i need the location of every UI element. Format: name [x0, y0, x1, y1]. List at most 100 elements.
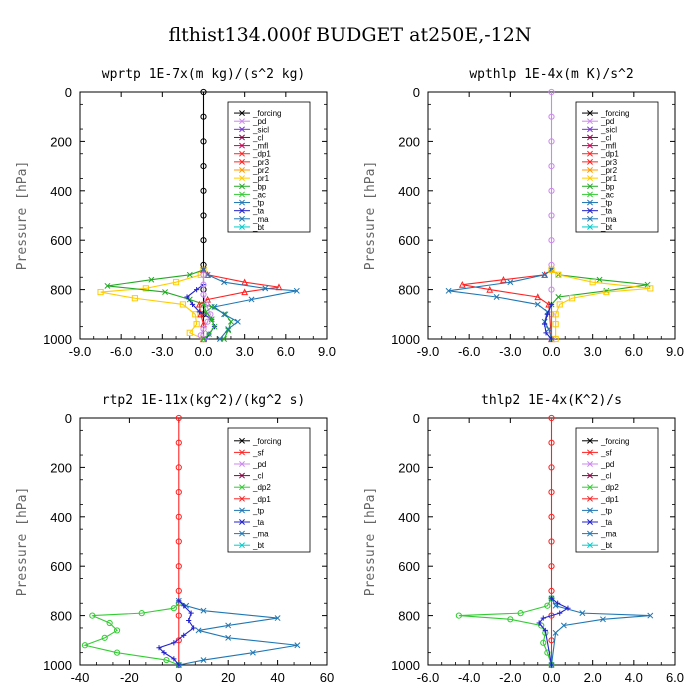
legend-label: _dp1	[252, 495, 271, 504]
series-point	[536, 620, 542, 626]
legend-label: _pd	[600, 460, 614, 469]
series-point	[560, 622, 567, 629]
x-tick-label: -3.0	[151, 344, 173, 359]
series-point	[548, 513, 555, 520]
legend-entry: _ta	[234, 518, 265, 527]
x-tick-label: -40	[71, 670, 90, 685]
legend-label: _pr3	[600, 158, 618, 167]
series-point	[206, 331, 212, 338]
series-point	[555, 271, 562, 278]
legend-marker	[587, 110, 593, 117]
series-point	[175, 414, 182, 422]
y-tick-label: 600	[398, 233, 420, 248]
series-ac	[200, 301, 218, 342]
series-point	[596, 276, 603, 283]
legend-marker	[239, 484, 245, 491]
x-tick-label: -2.0	[499, 670, 521, 685]
series-point	[555, 294, 562, 300]
series-point	[101, 634, 108, 641]
x-tick-label: -20	[120, 670, 139, 685]
legend-entry: _ma	[582, 215, 617, 224]
series-dp1	[81, 600, 182, 669]
series-point	[557, 610, 563, 616]
series-point	[556, 301, 563, 308]
series-ta	[536, 595, 571, 668]
legend-label: _pr1	[252, 174, 270, 183]
series-dp1	[455, 595, 555, 669]
legend-entry: _cl	[234, 472, 263, 481]
x-tick-label: 3.0	[236, 344, 254, 359]
series-line	[203, 269, 297, 340]
series-point	[200, 271, 207, 278]
series-point	[200, 88, 207, 96]
legend-label: _bp	[252, 182, 267, 191]
legend-entry: _sicl	[234, 125, 269, 134]
legend-marker	[239, 191, 245, 198]
panel-title: wprtp 1E-7x(m kg)/(s^2 kg)	[102, 67, 306, 82]
legend-entry: _bt	[234, 223, 265, 232]
legend-marker	[239, 183, 245, 190]
series-point	[184, 294, 190, 300]
legend-label: _sf	[252, 448, 264, 457]
legend-entry: _pd	[234, 460, 266, 469]
series-point	[181, 603, 187, 609]
chart-panel-2: wpthlp 1E-4x(m K)/s^2 Pressure [hPa] -9.0 -…	[363, 67, 684, 359]
x-tick-label: -9.0	[69, 344, 91, 359]
legend-entry: _bp	[582, 182, 615, 191]
legend-label: _cl	[252, 472, 263, 481]
series-point	[225, 622, 232, 629]
legend-label: _ma	[252, 215, 269, 224]
series-point	[552, 629, 559, 636]
y-tick-label: 400	[398, 184, 420, 199]
legend-entry: _tp	[234, 199, 265, 208]
legend-marker	[239, 519, 245, 525]
legend: _forcing _sf _pd _cl _dp2 _dp1 _tp _ta _ma _bt	[227, 427, 311, 553]
series-point	[542, 627, 548, 634]
x-tick-label: 4.0	[625, 670, 643, 685]
series-point	[131, 295, 138, 302]
series-point	[507, 616, 514, 623]
series-point	[188, 610, 194, 616]
legend-marker	[239, 118, 245, 125]
legend-entry: _pr3	[234, 158, 270, 167]
series-point	[170, 605, 177, 612]
series-point	[211, 303, 218, 310]
series-pr1	[548, 266, 654, 343]
legend-marker	[239, 542, 245, 549]
legend: _forcing_pd_sicl_cl_mfl_dp1_pr3_pr2_pr1_…	[575, 101, 659, 233]
legend-marker	[587, 215, 593, 222]
legend-marker	[587, 142, 593, 149]
legend-label: _tp	[600, 506, 613, 515]
legend-marker	[587, 134, 593, 141]
legend-marker	[239, 449, 245, 456]
series-point	[195, 300, 203, 308]
series-point	[203, 308, 210, 315]
legend-entry: _bt	[582, 223, 613, 232]
legend-entry: _cl	[582, 472, 611, 481]
legend-marker	[587, 191, 593, 198]
x-tick-label: 6.0	[625, 344, 643, 359]
series-point	[541, 271, 548, 278]
legend-label: _bp	[600, 182, 615, 191]
y-tick-label: 800	[50, 609, 72, 624]
legend-marker	[239, 207, 245, 214]
series-bp	[104, 266, 234, 342]
y-tick-label: 800	[398, 609, 420, 624]
legend-entry: _dp1	[582, 150, 619, 159]
series-point	[445, 287, 452, 294]
x-tick-label: 2.0	[584, 670, 602, 685]
series-point	[225, 634, 232, 641]
series-point	[208, 316, 215, 323]
y-tick-label: 1000	[43, 332, 72, 347]
legend-label: _dp2	[600, 483, 619, 492]
series-point	[196, 309, 202, 315]
series-point	[186, 329, 193, 336]
legend-box	[227, 427, 311, 553]
x-tick-label: -6.0	[110, 344, 132, 359]
legend-entry: _dp2	[234, 483, 271, 492]
series-point	[249, 649, 256, 656]
series-point	[171, 656, 177, 662]
series-point	[548, 163, 555, 170]
series-point	[200, 138, 207, 145]
